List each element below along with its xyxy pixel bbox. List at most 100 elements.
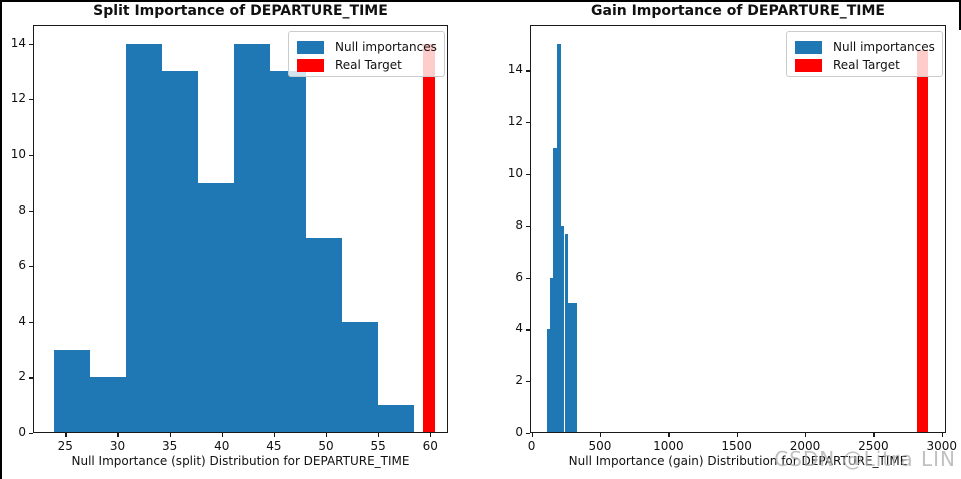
y-tick <box>526 433 530 435</box>
x-tick <box>430 433 432 437</box>
y-tick-label: 14 <box>10 35 26 50</box>
screenshot-border-top <box>0 0 961 2</box>
x-tick <box>273 433 276 437</box>
y-tick <box>29 321 33 323</box>
legend-label: Null importances <box>335 40 437 54</box>
null-importance-bar <box>550 277 553 433</box>
legend-entry: Real Target <box>297 56 436 74</box>
null-importance-bar <box>198 182 234 433</box>
null-importance-bar <box>565 233 568 433</box>
legend: Null importances Real Target <box>786 31 943 77</box>
y-tick-label: 0 <box>515 425 523 439</box>
null-importance-bar <box>126 43 162 433</box>
chart-title: Gain Importance of DEPARTURE_TIME <box>591 3 885 19</box>
x-tick <box>221 433 223 437</box>
y-tick-label: 0 <box>18 425 26 439</box>
x-tick-label: 35 <box>161 439 178 453</box>
x-tick <box>531 433 533 437</box>
null-importance-bar <box>162 71 198 433</box>
y-tick-label: 4 <box>515 321 523 336</box>
x-tick <box>805 433 807 437</box>
y-tick <box>29 377 33 379</box>
null-importance-bar <box>378 405 414 433</box>
y-tick <box>526 70 530 72</box>
x-tick-label: 2000 <box>789 439 821 453</box>
y-tick-label: 12 <box>507 114 523 129</box>
y-tick <box>29 154 33 157</box>
x-tick-label: 2500 <box>858 439 889 453</box>
y-tick <box>29 210 33 212</box>
x-tick <box>117 433 119 437</box>
x-tick-label: 45 <box>266 439 282 453</box>
axes-box <box>530 25 946 433</box>
legend-entry: Real Target <box>795 56 934 74</box>
y-tick <box>526 329 530 331</box>
x-tick-label: 30 <box>109 439 126 453</box>
chart-title: Split Importance of DEPARTURE_TIME <box>93 3 388 19</box>
x-tick <box>873 433 875 437</box>
y-tick-label: 8 <box>515 217 523 232</box>
x-tick <box>668 433 670 437</box>
y-tick <box>526 122 530 124</box>
x-tick-label: 50 <box>318 439 334 453</box>
null-importance-bar <box>547 329 550 433</box>
y-tick-label: 6 <box>18 258 26 273</box>
axes-box <box>33 25 448 433</box>
x-tick <box>378 433 380 437</box>
y-tick-label: 10 <box>10 146 26 161</box>
null-importance-bar <box>568 303 577 433</box>
x-tick-label: 0 <box>527 439 536 453</box>
x-tick <box>941 433 943 437</box>
legend-entry: Null importances <box>297 38 437 56</box>
y-tick-label: 12 <box>10 91 26 106</box>
real-target-swatch <box>795 58 822 72</box>
null-importance-bar <box>270 71 306 433</box>
y-tick <box>29 266 33 268</box>
y-tick <box>526 277 530 279</box>
y-tick <box>526 173 530 176</box>
y-tick-label: 8 <box>18 202 26 217</box>
null-importance-bar <box>54 349 90 433</box>
x-tick-label: 60 <box>422 439 438 453</box>
y-tick <box>29 43 33 45</box>
x-tick <box>599 433 602 437</box>
y-tick-label: 2 <box>18 369 26 384</box>
null-importance-bar <box>561 225 564 433</box>
watermark: CSDN @Litra LIN <box>774 447 956 471</box>
x-tick-label: 1500 <box>721 439 752 453</box>
x-axis-label: Null Importance (gain) Distribution for … <box>568 454 908 468</box>
y-tick-label: 6 <box>515 269 523 284</box>
null-importance-bar <box>342 321 378 433</box>
y-tick <box>29 99 33 101</box>
screenshot-border-right <box>959 0 961 30</box>
x-tick <box>736 433 738 437</box>
null-importance-bar <box>306 238 342 433</box>
x-tick-label: 3000 <box>926 439 958 453</box>
x-tick-label: 55 <box>370 439 386 453</box>
real-target-bar <box>423 43 435 433</box>
y-tick-label: 10 <box>507 165 523 180</box>
x-tick-label: 500 <box>588 439 612 453</box>
x-tick-label: 25 <box>57 439 73 453</box>
x-tick-label: 40 <box>214 439 230 453</box>
real-target-bar <box>917 49 928 433</box>
screenshot-border-left <box>0 0 2 479</box>
real-target-swatch <box>297 58 324 72</box>
null-importance-bar <box>90 377 126 433</box>
x-axis-label: Null Importance (split) Distribution for… <box>71 454 410 468</box>
x-tick <box>169 433 171 437</box>
null-importance-bar <box>553 148 557 433</box>
legend-entry: Null importances <box>795 38 935 56</box>
y-tick <box>526 225 530 227</box>
null-importances-swatch <box>795 40 822 54</box>
legend: Null importances Real Target <box>288 31 445 77</box>
x-tick <box>326 433 328 437</box>
null-importance-bar <box>234 43 270 433</box>
y-tick-label: 2 <box>515 373 523 388</box>
legend-label: Real Target <box>833 58 900 72</box>
legend-label: Real Target <box>335 58 402 72</box>
null-importances-swatch <box>297 40 324 54</box>
